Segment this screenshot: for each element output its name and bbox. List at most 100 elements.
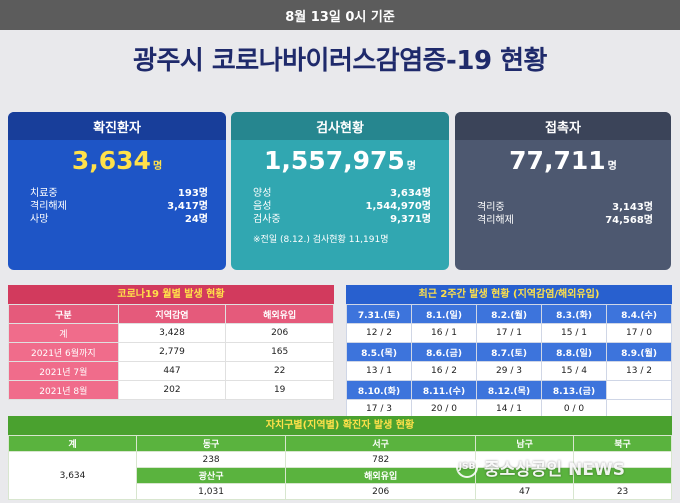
date-cell: 8.3.(화) <box>541 304 607 324</box>
tests-note: ※전일 (8.12.) 검사현황 11,191명 <box>253 235 389 245</box>
contacts-unit: 명 <box>607 161 617 172</box>
row-label: 치료중 <box>30 188 58 199</box>
date-cell: 8.5.(목) <box>346 342 412 362</box>
cell-local: 447 <box>117 361 227 381</box>
confirmed-row: 격리해제 3,417명 <box>30 200 208 213</box>
confirmed-title: 확진환자 <box>8 112 226 140</box>
date-row: 7.31.(토) 8.1.(일) 8.2.(월) 8.3.(화) 8.4.(수) <box>346 304 672 324</box>
value-cell: 16 / 1 <box>411 323 477 343</box>
monthly-title: 코로나19 월별 발생 현황 <box>8 285 334 304</box>
date-banner: 8월 13일 0시 기준 <box>0 0 680 30</box>
value-cell: 17 / 3 <box>346 399 412 419</box>
tests-value: 1,557,975 <box>264 146 405 175</box>
cell-value <box>475 451 575 468</box>
row-label: 격리중 <box>477 202 505 213</box>
weekly-title: 최근 2주간 발생 현황 (지역감염/해외유입) <box>346 285 672 304</box>
total-header: 계 <box>8 435 137 452</box>
value-cell: 20 / 0 <box>411 399 477 419</box>
tests-breakdown: 양성 3,634명 음성 1,544,970명 검사중 9,371명 <box>253 187 431 226</box>
row-label: 검사중 <box>253 214 281 225</box>
row-value: 3,417명 <box>167 201 208 212</box>
contacts-row: 격리해제 74,568명 <box>477 214 653 227</box>
date-cell: 8.4.(수) <box>606 304 672 324</box>
cell-value <box>573 451 672 468</box>
watermark-text: 중소상공인 NEWS <box>484 459 625 480</box>
table-row: 2021년 7월 447 22 <box>8 361 334 381</box>
weekly-table: 최근 2주간 발생 현황 (지역감염/해외유입) 7.31.(토) 8.1.(일… <box>346 285 672 419</box>
row-label: 음성 <box>253 201 272 212</box>
value-cell: 16 / 2 <box>411 361 477 381</box>
contacts-value: 77,711 <box>509 146 606 175</box>
row-label: 사망 <box>30 214 49 225</box>
row-label: 2021년 7월 <box>8 361 119 381</box>
row-label: 2021년 6월까지 <box>8 342 119 362</box>
date-cell: 8.2.(월) <box>476 304 542 324</box>
date-cell: 7.31.(토) <box>346 304 412 324</box>
contacts-total: 77,711 명 <box>455 146 671 175</box>
table-row: 광산구 해외유입 <box>9 467 672 484</box>
col-header: 서구 <box>285 435 477 452</box>
contacts-title: 접촉자 <box>455 112 671 140</box>
date-cell: 8.13.(금) <box>541 380 607 400</box>
row-label: 계 <box>8 323 119 343</box>
cell-overseas: 22 <box>225 361 334 381</box>
cell-value: 23 <box>573 483 672 500</box>
value-cell: 12 / 2 <box>346 323 412 343</box>
value-cell: 17 / 1 <box>476 323 542 343</box>
tests-total: 1,557,975 명 <box>231 146 449 175</box>
col-header: 남구 <box>475 435 575 452</box>
confirmed-card: 확진환자 3,634 명 치료중 193명 격리해제 3,417명 사망 24명 <box>8 112 226 270</box>
district-table: 자치구별(지역별) 확진자 발생 현황 계 동구 서구 남구 북구 3,634 … <box>8 416 672 500</box>
district-title: 자치구별(지역별) 확진자 발생 현황 <box>8 416 672 435</box>
row-value: 9,371명 <box>390 214 431 225</box>
value-cell: 15 / 4 <box>541 361 607 381</box>
page-title: 광주시 코로나바이러스감염증-19 현황 <box>133 46 547 76</box>
date-cell: 8.1.(일) <box>411 304 477 324</box>
col-header: 동구 <box>135 435 287 452</box>
date-row: 8.5.(목) 8.6.(금) 8.7.(토) 8.8.(일) 8.9.(월) <box>346 342 672 362</box>
table-row: 2021년 8월 202 19 <box>8 380 334 400</box>
row-label: 2021년 8월 <box>8 380 119 400</box>
cell-local: 3,428 <box>117 323 227 343</box>
row-value: 3,143명 <box>612 202 653 213</box>
table-header-row: 구분 지역감염 해외유입 <box>8 304 334 324</box>
row-value: 1,544,970명 <box>365 201 431 212</box>
row-value: 3,634명 <box>390 188 431 199</box>
row-label: 격리해제 <box>30 201 67 212</box>
date-cell: 8.9.(월) <box>606 342 672 362</box>
date-text: 8월 13일 0시 기준 <box>285 9 395 25</box>
tests-row: 음성 1,544,970명 <box>253 200 431 213</box>
table-row: 3,634 238 782 <box>8 451 672 500</box>
value-row: 13 / 1 16 / 2 29 / 3 15 / 4 13 / 2 <box>346 361 672 381</box>
table-row: 계 3,428 206 <box>8 323 334 343</box>
row-value: 193명 <box>177 188 208 199</box>
date-cell: 8.11.(수) <box>411 380 477 400</box>
value-row: 12 / 2 16 / 1 17 / 1 15 / 1 17 / 0 <box>346 323 672 343</box>
date-cell: 8.8.(일) <box>541 342 607 362</box>
col-header: 북구 <box>573 435 672 452</box>
tests-row: 양성 3,634명 <box>253 187 431 200</box>
value-cell: 13 / 1 <box>346 361 412 381</box>
contacts-card: 접촉자 77,711 명 격리중 3,143명 격리해제 74,568명 <box>455 112 671 270</box>
empty-cell <box>606 380 672 400</box>
row-label: 양성 <box>253 188 272 199</box>
watermark: JSB 중소상공인 NEWS <box>456 455 625 480</box>
confirmed-row: 치료중 193명 <box>30 187 208 200</box>
cell-overseas: 19 <box>225 380 334 400</box>
col-header: 구분 <box>8 304 119 324</box>
empty-cell <box>606 399 672 419</box>
confirmed-breakdown: 치료중 193명 격리해제 3,417명 사망 24명 <box>30 187 208 226</box>
confirmed-value: 3,634 <box>71 146 151 175</box>
confirmed-row: 사망 24명 <box>30 213 208 226</box>
cell-value: 206 <box>285 483 477 500</box>
total-value: 3,634 <box>8 451 137 500</box>
date-cell: 8.6.(금) <box>411 342 477 362</box>
col-header <box>573 467 672 484</box>
row-label: 격리해제 <box>477 215 514 226</box>
tests-card: 검사현황 1,557,975 명 양성 3,634명 음성 1,544,970명 검사… <box>231 112 449 270</box>
col-header: 해외유입 <box>285 467 477 484</box>
tests-title: 검사현황 <box>231 112 449 140</box>
value-cell: 29 / 3 <box>476 361 542 381</box>
cell-local: 202 <box>117 380 227 400</box>
cell-overseas: 206 <box>225 323 334 343</box>
